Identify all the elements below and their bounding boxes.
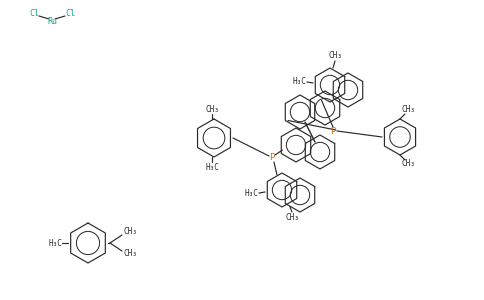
Text: H₃C: H₃C — [205, 163, 219, 172]
Text: CH₃: CH₃ — [285, 212, 299, 221]
Text: P: P — [330, 128, 336, 136]
Text: CH₃: CH₃ — [401, 106, 415, 115]
Text: CH₃: CH₃ — [123, 227, 137, 236]
Text: Cl: Cl — [29, 10, 39, 19]
Text: H₃C: H₃C — [48, 238, 62, 247]
Text: CH₃: CH₃ — [205, 104, 219, 113]
Text: CH₃: CH₃ — [328, 52, 342, 61]
Text: CH₃: CH₃ — [401, 160, 415, 169]
Text: CH₃: CH₃ — [123, 250, 137, 259]
Text: H₃C: H₃C — [244, 190, 258, 199]
Text: H₃C: H₃C — [292, 76, 306, 85]
Text: Cl: Cl — [65, 10, 75, 19]
Text: P: P — [269, 154, 275, 163]
Text: Ru: Ru — [47, 17, 57, 26]
